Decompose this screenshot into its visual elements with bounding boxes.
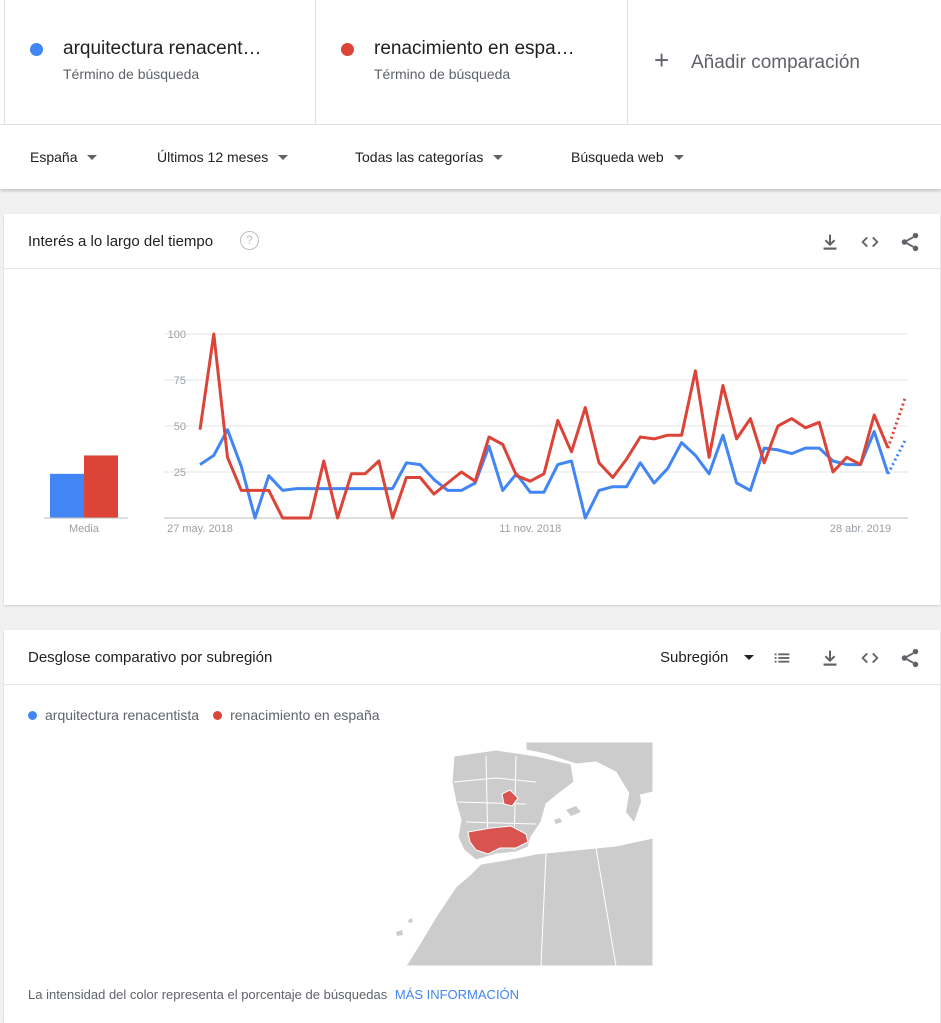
add-comparison-label: Añadir comparación xyxy=(691,52,860,73)
map-region-borders xyxy=(453,755,537,851)
map-footer-note: La intensidad del color representa el po… xyxy=(28,987,519,1002)
card-title: Interés a lo largo del tiempo xyxy=(28,233,214,250)
help-icon[interactable]: ? xyxy=(240,231,259,250)
average-bar xyxy=(50,473,84,518)
map-region-canary-2[interactable] xyxy=(408,918,413,923)
map-region-sardinia[interactable] xyxy=(626,780,641,822)
add-comparison-button[interactable]: + Añadir comparación xyxy=(628,0,941,125)
interest-line-chart: 25 50 75 100 27 may. 2018 11 nov. 2018 28 abr.… xyxy=(44,329,908,535)
subregion-select[interactable]: Subregión xyxy=(660,649,755,666)
y-tick-label: 25 xyxy=(174,467,186,479)
map-africa-borders xyxy=(540,847,617,966)
average-bar xyxy=(84,455,118,518)
legend-dot xyxy=(213,710,223,720)
map-region-france[interactable] xyxy=(525,742,653,798)
search-terms-bar: arquitectura renacent… Término de búsque… xyxy=(0,0,941,125)
search-term-2[interactable]: renacimiento en espa… Término de búsqued… xyxy=(316,0,628,125)
map-legend: arquitectura renacentista renacimiento e… xyxy=(28,707,394,723)
x-tick-label: 11 nov. 2018 xyxy=(499,523,561,535)
search-type-filter[interactable]: Búsqueda web xyxy=(571,149,684,165)
term-2-subtitle: Término de búsqueda xyxy=(374,66,511,82)
series-line xyxy=(199,428,890,520)
term-2-name[interactable]: renacimiento en espa… xyxy=(374,38,575,59)
embed-code-icon[interactable] xyxy=(859,647,881,669)
share-icon[interactable] xyxy=(899,231,921,253)
footer-text: La intensidad del color representa el po… xyxy=(28,987,388,1002)
average-label: Media xyxy=(69,523,100,535)
interest-over-time-card: Interés a lo largo del tiempo ? 25 50 75 10… xyxy=(4,214,940,605)
region-filter[interactable]: España xyxy=(30,149,98,165)
legend-label: arquitectura renacentista xyxy=(45,707,200,723)
series-partial-line xyxy=(886,440,907,475)
list-view-icon[interactable] xyxy=(771,647,793,669)
map-region-balearic[interactable] xyxy=(566,806,581,816)
map-region-canary[interactable] xyxy=(396,930,403,936)
legend-item: renacimiento en españa xyxy=(213,707,380,723)
subregion-select-label: Subregión xyxy=(660,649,729,666)
category-filter[interactable]: Todas las categorías xyxy=(355,149,504,165)
series-partial-line xyxy=(886,397,907,449)
term-1-name[interactable]: arquitectura renacent… xyxy=(63,38,262,59)
period-filter-label: Últimos 12 meses xyxy=(157,149,269,165)
series-line xyxy=(198,332,890,520)
term-2-color-dot xyxy=(341,43,354,56)
y-tick-label: 100 xyxy=(168,329,186,341)
y-tick-label: 75 xyxy=(174,375,186,387)
caret-down-icon xyxy=(87,154,98,160)
share-icon[interactable] xyxy=(899,647,921,669)
caret-down-icon xyxy=(493,154,504,160)
map-region-north-africa[interactable] xyxy=(405,837,653,966)
map-region-balearic-2[interactable] xyxy=(554,818,562,824)
term-1-subtitle: Término de búsqueda xyxy=(63,66,200,82)
embed-code-icon[interactable] xyxy=(859,231,881,253)
legend-dot xyxy=(28,710,37,720)
map-region-andalusia[interactable] xyxy=(467,825,529,855)
card-header: Interés a lo largo del tiempo ? xyxy=(4,214,940,269)
caret-down-icon xyxy=(673,154,684,160)
more-info-link[interactable]: MÁS INFORMACIÓN xyxy=(394,987,520,1002)
legend-label: renacimiento en españa xyxy=(230,707,380,723)
caret-down-icon xyxy=(744,655,755,660)
period-filter[interactable]: Últimos 12 meses xyxy=(157,149,289,165)
map-region-madrid[interactable] xyxy=(501,789,519,807)
search-type-filter-label: Búsqueda web xyxy=(571,149,664,165)
download-icon[interactable] xyxy=(819,647,841,669)
x-tick-label: 28 abr. 2019 xyxy=(830,523,891,535)
plus-icon: + xyxy=(654,45,670,75)
card-title: Desglose comparativo por subregión xyxy=(28,649,273,666)
x-tick-label: 27 may. 2018 xyxy=(167,523,233,535)
filter-bar: España Últimos 12 meses Todas las catego… xyxy=(0,125,941,189)
card-header: Desglose comparativo por subregión Subre… xyxy=(4,630,940,685)
region-filter-label: España xyxy=(30,149,78,165)
y-tick-label: 50 xyxy=(174,421,186,433)
term-1-color-dot xyxy=(30,43,43,56)
category-filter-label: Todas las categorías xyxy=(355,149,484,165)
search-term-1[interactable]: arquitectura renacent… Término de búsque… xyxy=(4,0,316,125)
legend-item: arquitectura renacentista xyxy=(28,707,199,723)
caret-down-icon xyxy=(278,154,289,160)
subregion-map[interactable] xyxy=(376,742,653,966)
subregion-card: Desglose comparativo por subregión Subre… xyxy=(4,630,940,1023)
download-icon[interactable] xyxy=(819,231,841,253)
